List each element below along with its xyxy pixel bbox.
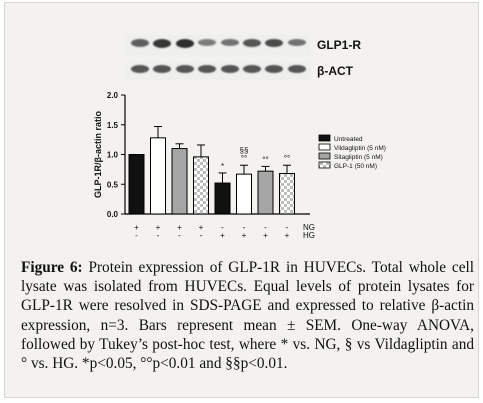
significance-mark: °° <box>284 154 290 163</box>
significance-mark: °° <box>241 154 247 163</box>
blot-band <box>287 39 306 46</box>
legend-label: Sitagliptin (5 nM) <box>334 154 383 161</box>
blot-band <box>175 65 194 73</box>
bar <box>257 170 274 215</box>
legend-swatch <box>318 161 331 169</box>
y-tick-label: 1.0 <box>107 151 119 160</box>
blot-band <box>265 65 284 73</box>
condition-sign: + <box>134 223 139 232</box>
blot-band <box>131 39 149 47</box>
blot-band <box>198 65 217 73</box>
blot-band <box>198 39 217 46</box>
blot-label-beta-actin: β-ACT <box>317 64 353 78</box>
condition-label: NG <box>303 223 315 232</box>
figure-panel: GLP1-R β-ACT 0.0 0.5 1.0 1.5 2.0 GLP-1R/β-act… <box>4 2 479 398</box>
blot-band <box>243 65 261 73</box>
caption-text: Protein expression of GLP-1R in HUVECs. … <box>21 259 474 373</box>
condition-label: HG <box>303 231 315 240</box>
significance-mark: °° <box>262 155 268 164</box>
condition-sign: + <box>177 223 182 232</box>
condition-sign: + <box>263 231 268 240</box>
blot-band <box>131 65 149 73</box>
bar <box>128 154 145 215</box>
blot-label-glp1r: GLP1-R <box>317 38 362 52</box>
condition-sign: + <box>285 231 290 240</box>
legend-swatch <box>318 134 331 142</box>
blot-band <box>153 39 172 48</box>
significance-mark: §§ <box>240 146 249 155</box>
western-blot <box>125 31 311 85</box>
blot-band <box>220 39 239 46</box>
legend-swatch <box>318 143 331 151</box>
condition-sign: + <box>220 231 225 240</box>
condition-sign: - <box>157 231 160 240</box>
significance-mark: * <box>221 162 224 171</box>
y-tick-label: 0.0 <box>107 210 119 219</box>
bar <box>150 137 166 215</box>
condition-sign: - <box>286 223 289 232</box>
blot-band <box>153 65 172 73</box>
condition-sign: + <box>156 223 161 232</box>
blot-strip-glp1r <box>125 35 311 55</box>
condition-sign: + <box>199 223 204 232</box>
condition-sign: - <box>135 231 138 240</box>
blot-band <box>287 65 306 73</box>
blot-band <box>243 39 261 47</box>
condition-sign: - <box>200 231 203 240</box>
bar <box>193 156 209 215</box>
bar <box>279 173 295 215</box>
legend-label: GLP-1 (50 nM) <box>334 163 377 170</box>
bar <box>236 173 252 215</box>
blot-band <box>175 39 194 48</box>
blot-strip-beta-actin <box>125 61 311 81</box>
condition-sign: - <box>264 223 267 232</box>
condition-sign: - <box>178 231 181 240</box>
caption-label: Figure 6: <box>21 259 83 276</box>
bar <box>214 182 231 215</box>
figure-caption: Figure 6: Protein expression of GLP-1R i… <box>21 258 474 373</box>
condition-sign: - <box>221 223 224 232</box>
y-tick-label: 0.5 <box>107 180 119 189</box>
blot-band <box>220 65 239 73</box>
y-axis-label: GLP-1R/β-actin ratio <box>93 111 103 199</box>
bar <box>171 148 188 215</box>
y-tick-label: 1.5 <box>107 121 119 130</box>
condition-sign: + <box>242 231 247 240</box>
y-tick-label: 2.0 <box>107 91 119 100</box>
legend-label: Vildagliptin (5 nM) <box>334 145 386 152</box>
blot-band <box>265 39 284 47</box>
condition-sign: - <box>243 223 246 232</box>
legend-label: Untreated <box>334 136 363 143</box>
legend-swatch <box>318 152 331 160</box>
